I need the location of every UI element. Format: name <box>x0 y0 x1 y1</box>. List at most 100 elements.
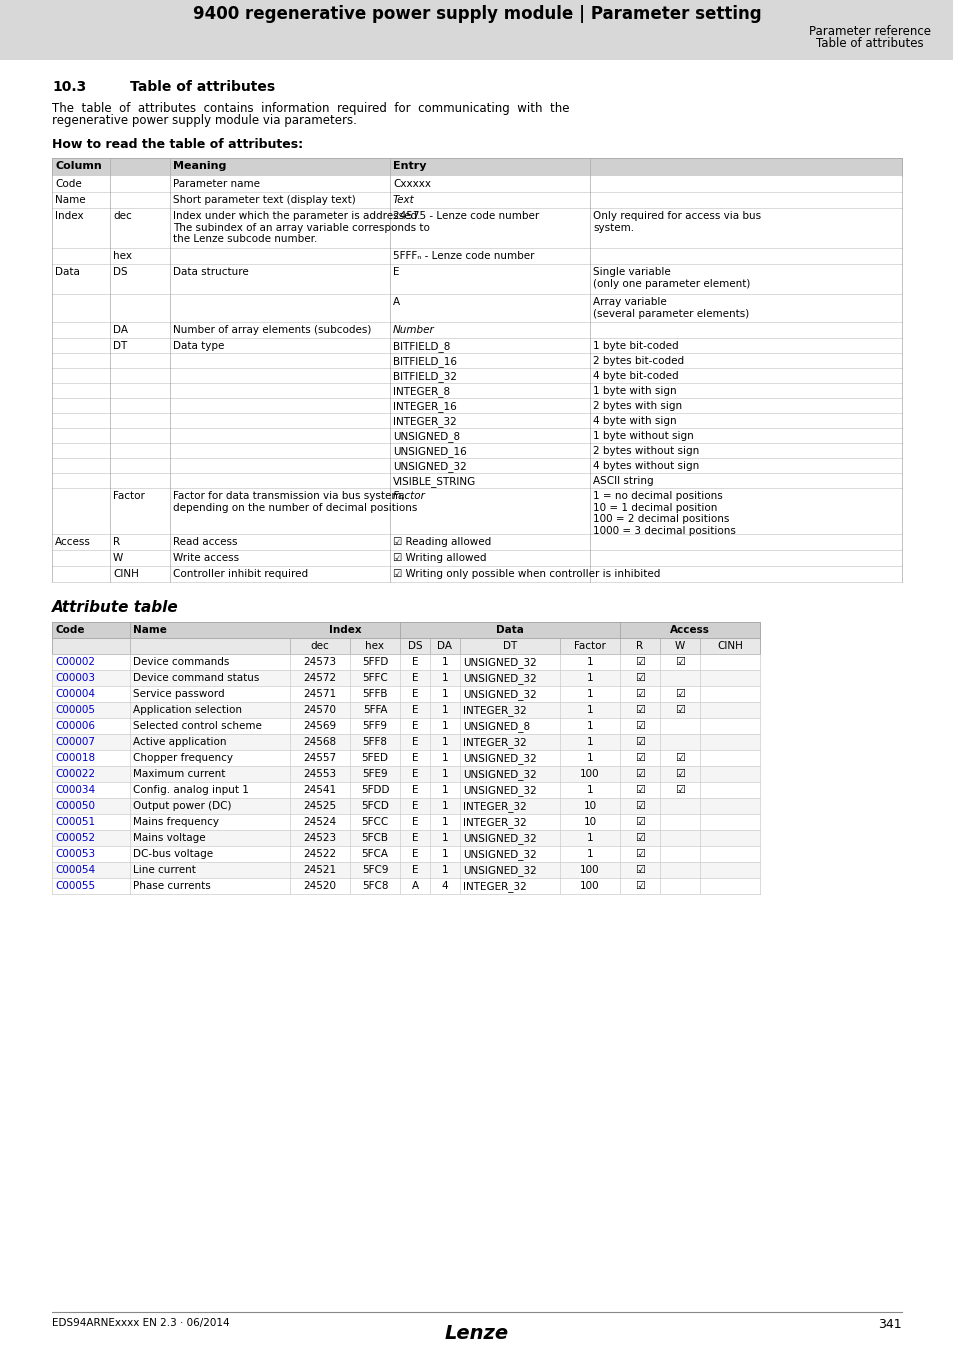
Text: ☑ Writing only possible when controller is inhibited: ☑ Writing only possible when controller … <box>393 568 659 579</box>
Text: Factor for data transmission via bus system,
depending on the number of decimal : Factor for data transmission via bus sys… <box>172 491 417 513</box>
Text: Meaning: Meaning <box>172 161 226 171</box>
Text: Only required for access via bus
system.: Only required for access via bus system. <box>593 211 760 232</box>
Text: 4 bytes without sign: 4 bytes without sign <box>593 460 699 471</box>
Text: 2 bytes with sign: 2 bytes with sign <box>593 401 681 410</box>
Text: ☑: ☑ <box>635 674 644 683</box>
Text: 1 byte without sign: 1 byte without sign <box>593 431 693 441</box>
Text: C00054: C00054 <box>55 865 95 875</box>
Bar <box>52 443 901 458</box>
Text: UNSIGNED_8: UNSIGNED_8 <box>462 721 530 732</box>
Bar <box>52 798 760 814</box>
Text: 1: 1 <box>441 721 448 730</box>
Text: 1 = no decimal positions
10 = 1 decimal position
100 = 2 decimal positions
1000 : 1 = no decimal positions 10 = 1 decimal … <box>593 491 735 536</box>
Text: C00053: C00053 <box>55 849 95 859</box>
Text: INTEGER_16: INTEGER_16 <box>393 401 456 412</box>
Text: UNSIGNED_32: UNSIGNED_32 <box>462 784 537 796</box>
Text: Name: Name <box>55 194 86 205</box>
Text: W: W <box>674 641 684 651</box>
Text: Parameter name: Parameter name <box>172 180 260 189</box>
Bar <box>52 383 901 398</box>
Text: ☑: ☑ <box>635 784 644 795</box>
Text: DT: DT <box>502 641 517 651</box>
Text: hex: hex <box>365 641 384 651</box>
Text: ☑: ☑ <box>635 753 644 763</box>
Text: 1: 1 <box>441 688 448 699</box>
Text: Application selection: Application selection <box>132 705 242 716</box>
Text: INTEGER_8: INTEGER_8 <box>393 386 450 397</box>
Bar <box>52 487 901 535</box>
Text: R: R <box>112 537 120 547</box>
Text: 5FCA: 5FCA <box>361 849 388 859</box>
Text: UNSIGNED_32: UNSIGNED_32 <box>462 674 537 684</box>
Text: ☑: ☑ <box>635 705 644 716</box>
Text: C00006: C00006 <box>55 721 95 730</box>
Text: dec: dec <box>112 211 132 221</box>
Bar <box>0 0 953 59</box>
Text: 24525: 24525 <box>303 801 336 811</box>
Text: CINH: CINH <box>717 641 742 651</box>
Text: Table of attributes: Table of attributes <box>130 80 274 94</box>
Bar <box>52 472 901 487</box>
Text: 5FCD: 5FCD <box>360 801 389 811</box>
Text: C00034: C00034 <box>55 784 95 795</box>
Bar <box>52 338 901 352</box>
Text: E: E <box>412 737 417 747</box>
Text: Index: Index <box>55 211 84 221</box>
Text: How to read the table of attributes:: How to read the table of attributes: <box>52 138 303 151</box>
Text: 24557: 24557 <box>303 753 336 763</box>
Text: CINH: CINH <box>112 568 139 579</box>
Bar <box>52 670 760 686</box>
Text: 24575 - Lenze code number: 24575 - Lenze code number <box>393 211 538 221</box>
Text: ☑: ☑ <box>635 769 644 779</box>
Text: Config. analog input 1: Config. analog input 1 <box>132 784 249 795</box>
Text: Maximum current: Maximum current <box>132 769 225 779</box>
Text: 5FE9: 5FE9 <box>362 769 388 779</box>
Bar <box>52 765 760 782</box>
Text: 24520: 24520 <box>303 882 336 891</box>
Text: 10: 10 <box>583 817 596 828</box>
Text: ☑: ☑ <box>635 865 644 875</box>
Text: UNSIGNED_32: UNSIGNED_32 <box>462 753 537 764</box>
Text: INTEGER_32: INTEGER_32 <box>462 737 526 748</box>
Text: BITFIELD_32: BITFIELD_32 <box>393 371 456 382</box>
Text: 1: 1 <box>586 849 593 859</box>
Text: INTEGER_32: INTEGER_32 <box>462 882 526 892</box>
Text: 24571: 24571 <box>303 688 336 699</box>
Bar <box>52 622 760 639</box>
Text: BITFIELD_8: BITFIELD_8 <box>393 342 450 352</box>
Text: 1: 1 <box>441 657 448 667</box>
Text: C00018: C00018 <box>55 753 95 763</box>
Text: UNSIGNED_32: UNSIGNED_32 <box>393 460 466 472</box>
Text: Column: Column <box>55 161 102 171</box>
Text: Factor: Factor <box>574 641 605 651</box>
Bar <box>52 208 901 248</box>
Text: 5FFC: 5FFC <box>362 674 388 683</box>
Text: BITFIELD_16: BITFIELD_16 <box>393 356 456 367</box>
Text: 1 byte with sign: 1 byte with sign <box>593 386 676 396</box>
Text: UNSIGNED_32: UNSIGNED_32 <box>462 849 537 860</box>
Text: Data structure: Data structure <box>172 267 249 277</box>
Text: E: E <box>412 865 417 875</box>
Text: ☑: ☑ <box>635 801 644 811</box>
Text: Access: Access <box>55 537 91 547</box>
Text: C00002: C00002 <box>55 657 95 667</box>
Text: UNSIGNED_8: UNSIGNED_8 <box>393 431 459 441</box>
Text: 100: 100 <box>579 882 599 891</box>
Text: A: A <box>411 882 418 891</box>
Text: Line current: Line current <box>132 865 195 875</box>
Text: 10.3: 10.3 <box>52 80 86 94</box>
Text: Entry: Entry <box>393 161 426 171</box>
Text: ☑: ☑ <box>675 705 684 716</box>
Text: 1: 1 <box>441 753 448 763</box>
Text: UNSIGNED_32: UNSIGNED_32 <box>462 865 537 876</box>
Text: DT: DT <box>112 342 127 351</box>
Text: Code: Code <box>55 625 85 634</box>
Text: INTEGER_32: INTEGER_32 <box>462 705 526 716</box>
Text: Lenze: Lenze <box>444 1324 509 1343</box>
Bar <box>52 535 901 549</box>
Text: Controller inhibit required: Controller inhibit required <box>172 568 308 579</box>
Text: 24553: 24553 <box>303 769 336 779</box>
Bar <box>52 782 760 798</box>
Text: 5FED: 5FED <box>361 753 388 763</box>
Text: 24523: 24523 <box>303 833 336 842</box>
